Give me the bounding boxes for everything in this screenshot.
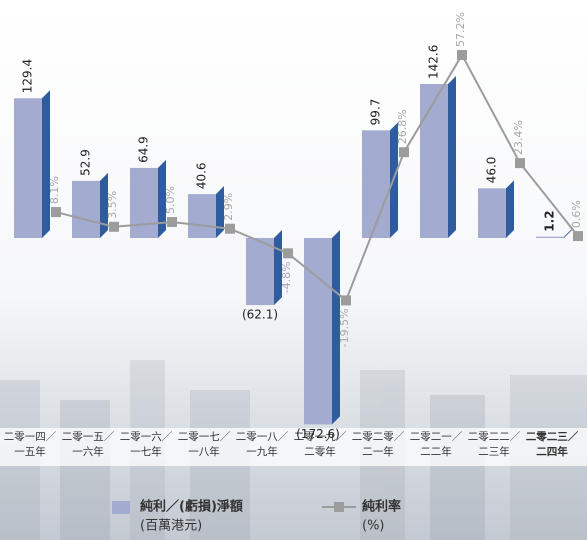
x-tick-label: 二零一八／ bbox=[236, 431, 289, 443]
data-label: 142.6 bbox=[427, 45, 441, 79]
line-marker bbox=[225, 223, 235, 234]
data-label: 8.1% bbox=[48, 176, 61, 204]
bar-side bbox=[100, 172, 108, 238]
data-label: 52.9 bbox=[79, 149, 93, 176]
line-marker bbox=[457, 49, 467, 60]
data-label: 99.7 bbox=[369, 99, 383, 126]
bar bbox=[304, 238, 332, 425]
x-tick-label: 二零二一／ bbox=[410, 431, 463, 443]
bar bbox=[72, 180, 100, 238]
line-marker bbox=[167, 217, 177, 227]
legend-unit: (%) bbox=[362, 519, 385, 534]
x-tick-label: 二二年 bbox=[420, 445, 452, 458]
x-tick-label: 二零一五／ bbox=[62, 431, 115, 443]
line-marker bbox=[51, 207, 61, 218]
data-label: -4.8% bbox=[280, 261, 293, 293]
line bbox=[55, 52, 579, 303]
bar bbox=[14, 98, 42, 238]
bar-side bbox=[564, 228, 572, 238]
x-tick-label: 二零二二／ bbox=[468, 431, 521, 443]
bar bbox=[188, 194, 216, 238]
bar bbox=[478, 188, 506, 238]
x-tick-label: 一八年 bbox=[188, 445, 220, 458]
line-marker bbox=[573, 231, 583, 242]
x-tick-label: 二零二三／ bbox=[526, 430, 579, 443]
x-tick-label: 一九年 bbox=[246, 445, 278, 458]
x-tick-label: 一七年 bbox=[130, 445, 162, 458]
data-label: 26.8% bbox=[396, 109, 409, 144]
line-marker bbox=[109, 221, 119, 232]
data-label: 40.6 bbox=[195, 162, 209, 189]
x-tick-label: 一五年 bbox=[14, 445, 46, 458]
bar bbox=[536, 236, 564, 238]
bar-side bbox=[448, 75, 456, 238]
bar bbox=[420, 83, 448, 238]
x-tick-label: 二零一九／ bbox=[294, 431, 347, 443]
line-marker bbox=[283, 248, 293, 259]
x-tick-label: 一六年 bbox=[72, 445, 104, 458]
line-marker bbox=[399, 147, 409, 158]
data-label: (172.6) bbox=[296, 427, 340, 441]
data-label: 3.5% bbox=[106, 191, 119, 219]
legend-label: 純利率 bbox=[362, 499, 401, 515]
bar-side bbox=[216, 186, 224, 238]
data-label: 5.0% bbox=[164, 186, 177, 214]
bar-side bbox=[506, 180, 514, 238]
data-label: 0.6% bbox=[570, 200, 583, 228]
legend-unit: (百萬港元) bbox=[140, 519, 202, 534]
data-label: -19.5% bbox=[338, 308, 351, 347]
bar bbox=[362, 130, 390, 238]
data-label: 64.9 bbox=[137, 136, 151, 163]
line-marker bbox=[515, 158, 525, 169]
legend-marker bbox=[334, 502, 344, 512]
legend-label: 純利／(虧損)淨額 bbox=[140, 499, 243, 515]
x-tick-label: 二零一七／ bbox=[178, 431, 231, 443]
data-label: (62.1) bbox=[242, 308, 278, 322]
x-tick-label: 二零一四／ bbox=[4, 431, 57, 443]
bar bbox=[130, 167, 158, 238]
data-label: 46.0 bbox=[485, 157, 499, 184]
line-marker bbox=[341, 295, 351, 306]
bar-side bbox=[332, 230, 340, 425]
x-tick-label: 二零二零／ bbox=[352, 431, 405, 443]
x-tick-label: 二零年 bbox=[304, 445, 336, 458]
x-tick-label: 二三年 bbox=[478, 445, 510, 458]
x-tick-label: 二四年 bbox=[536, 445, 568, 458]
legend-bar-swatch bbox=[112, 501, 130, 514]
data-label: 57.2% bbox=[454, 12, 467, 47]
bar-side bbox=[158, 159, 166, 238]
x-tick-label: 二一年 bbox=[362, 445, 394, 458]
data-label: 2.9% bbox=[222, 193, 235, 221]
bar bbox=[246, 238, 274, 306]
x-tick-label: 二零一六／ bbox=[120, 431, 173, 443]
category-band bbox=[0, 428, 587, 466]
data-label: 129.4 bbox=[21, 59, 35, 93]
data-label: 23.4% bbox=[512, 120, 525, 155]
data-label: 1.2 bbox=[543, 210, 557, 231]
bar-side bbox=[42, 90, 50, 238]
